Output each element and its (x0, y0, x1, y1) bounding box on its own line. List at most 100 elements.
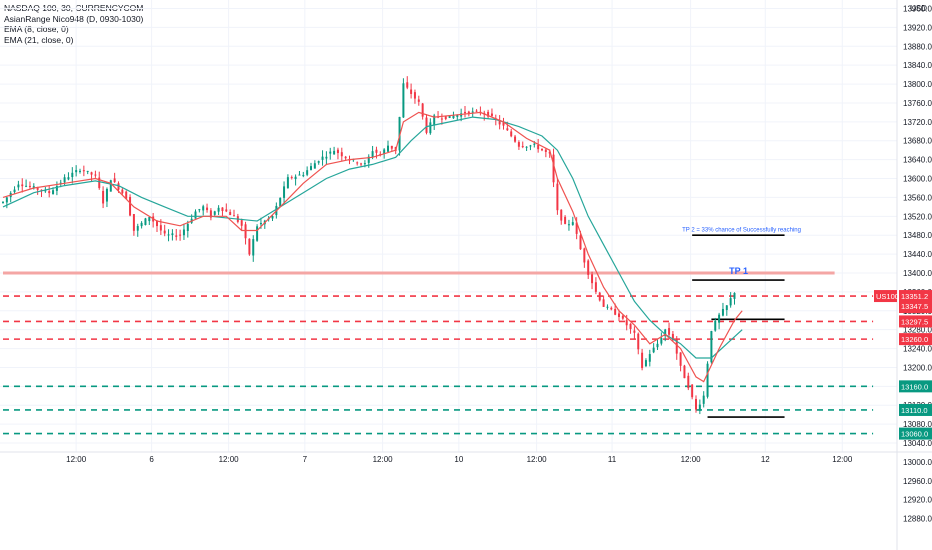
candle-body (725, 305, 728, 310)
y-tick-label: 13920.0 (903, 23, 932, 32)
candle-body (464, 111, 466, 114)
annotations: TP 2 = 33% chance of Successfully reachi… (682, 227, 801, 276)
candle-body (456, 114, 459, 117)
price-tag-box (899, 403, 932, 416)
time-axis[interactable]: 12:00 6 12:00 7 12:00 10 12:00 11 12:00 12 12:00 (66, 455, 853, 464)
candle-body (363, 163, 366, 165)
candle-body (313, 163, 316, 169)
candle-body (729, 298, 732, 306)
candle-body (583, 248, 586, 263)
price-axis[interactable]: 13960.0 13920.0 13880.0 13840.0 13800.0 13760… (903, 5, 932, 524)
candle-body (691, 384, 694, 398)
candle-body (602, 299, 605, 307)
candle-body (132, 214, 135, 231)
candle-body (637, 333, 640, 350)
candle-body (641, 352, 644, 369)
indicator-asianrange[interactable]: AsianRange Nico948 (D, 0930-1030) (4, 13, 144, 24)
candle-body (67, 177, 70, 180)
candle-body (679, 352, 682, 366)
level-lines (3, 234, 874, 435)
candle-body (144, 218, 147, 226)
candle-body (498, 120, 501, 125)
candle-body (159, 225, 162, 231)
candle-body (710, 331, 713, 363)
candles (2, 76, 736, 415)
candle-body (321, 156, 324, 160)
candle-body (244, 224, 247, 239)
candle-body (163, 230, 166, 234)
candle-body (136, 226, 139, 231)
candle-body (579, 235, 582, 250)
price-tag-box (899, 300, 932, 313)
candle-body (556, 183, 559, 211)
candle-body (440, 118, 443, 120)
candle-body (625, 320, 628, 326)
x-tick-label: 12:00 (373, 455, 394, 464)
candle-body (333, 150, 336, 155)
candle-body (213, 211, 216, 215)
candle-body (521, 146, 524, 148)
candle-body (229, 211, 232, 216)
candle-body (302, 175, 305, 177)
y-tick-label: 13000.0 (903, 458, 932, 467)
candle-body (340, 152, 343, 157)
candle-body (402, 83, 405, 118)
candle-body (2, 201, 4, 203)
candle-body (594, 282, 597, 292)
candle-body (541, 148, 543, 151)
candle-body (567, 224, 570, 226)
indicator-ema8[interactable]: EMA (8, close, 0) (4, 24, 69, 34)
y-tick-label: 13280.0 (903, 326, 932, 335)
current-symbol-tag (874, 290, 897, 303)
indicator-ema21[interactable]: EMA (21, close, 0) (4, 34, 74, 45)
candle-body (71, 172, 74, 178)
candle-body (105, 188, 108, 202)
candle-body (117, 183, 120, 190)
candle-body (375, 149, 378, 153)
x-tick-label: 7 (303, 455, 308, 464)
price-tag-label: 13351.2 (901, 292, 928, 301)
candle-body (621, 315, 624, 319)
candle-body (25, 185, 28, 187)
currency-label[interactable]: USD (910, 4, 927, 13)
candle-body (529, 145, 532, 147)
candle-body (571, 222, 574, 225)
y-tick-label: 13520.0 (903, 212, 932, 221)
candle-body (506, 128, 509, 131)
y-tick-label: 13560.0 (903, 193, 932, 202)
x-tick-label: 12:00 (219, 455, 240, 464)
candle-body (98, 177, 101, 189)
candle-body (633, 330, 636, 333)
candle-body (279, 197, 282, 207)
candle-body (510, 131, 513, 137)
candle-body (398, 116, 401, 151)
y-tick-label: 13080.0 (903, 420, 932, 429)
candle-body (487, 111, 490, 117)
candle-body (171, 233, 174, 236)
candle-body (610, 307, 613, 310)
candle-body (233, 215, 235, 217)
y-tick-label: 13760.0 (903, 99, 932, 108)
candle-body (410, 89, 413, 94)
price-tag-box (899, 315, 932, 328)
tp1-label: TP 1 (729, 266, 748, 276)
candle-body (733, 292, 736, 299)
candle-body (209, 210, 212, 218)
candle-body (256, 226, 259, 241)
candle-body (198, 209, 201, 211)
candle-body (344, 156, 347, 159)
price-tag-box (899, 333, 932, 346)
candle-body (687, 375, 690, 389)
candle-body (671, 333, 674, 341)
candle-body (283, 186, 286, 198)
candle-body (629, 323, 632, 329)
candle-body (425, 117, 428, 133)
y-tick-label: 13640.0 (903, 156, 932, 165)
candle-body (28, 185, 31, 187)
y-tick-label: 12920.0 (903, 496, 932, 505)
candle-body (698, 404, 701, 411)
candle-body (271, 216, 274, 219)
candle-body (413, 92, 416, 99)
candle-body (102, 190, 105, 204)
